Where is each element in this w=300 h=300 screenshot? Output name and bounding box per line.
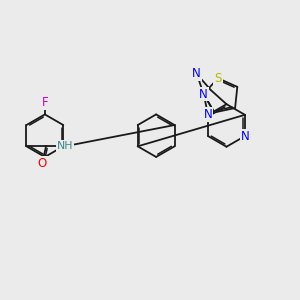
Text: F: F: [42, 96, 48, 109]
Text: O: O: [38, 157, 47, 170]
Text: N: N: [199, 88, 208, 100]
Text: N: N: [192, 68, 201, 80]
Text: NH: NH: [56, 141, 73, 151]
Text: N: N: [204, 108, 212, 121]
Text: S: S: [214, 72, 222, 85]
Text: N: N: [241, 130, 249, 142]
